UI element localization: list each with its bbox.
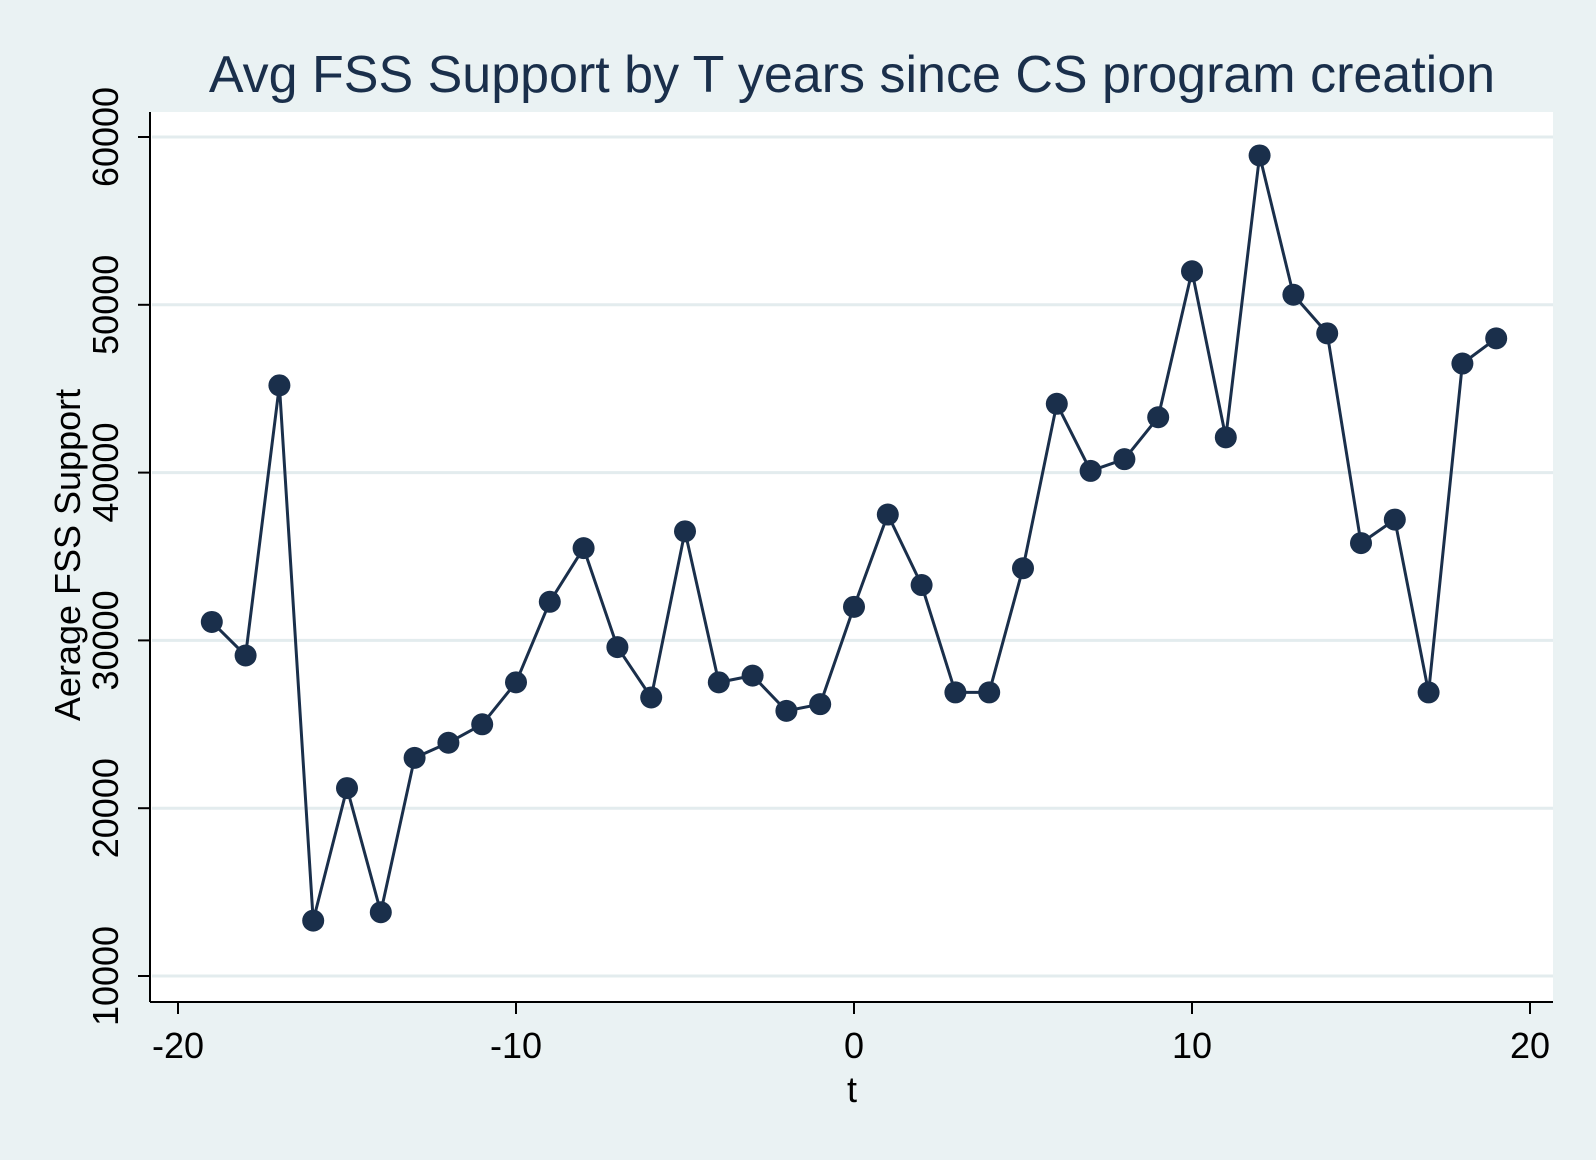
data-point [606, 636, 629, 659]
data-point [1214, 426, 1237, 449]
y-tick-label: 40000 [85, 423, 126, 523]
data-point [1181, 260, 1203, 283]
data-point [336, 777, 358, 800]
data-point [1045, 392, 1068, 415]
grid-lines [152, 135, 1553, 978]
data-point [1417, 681, 1440, 704]
series-points [200, 144, 1508, 932]
data-point [268, 374, 291, 397]
x-tick-label: 20 [1510, 1025, 1550, 1066]
axis-ticks: 10000 20000 30000 40000 50000 60000 -20 -10 0 10 2… [85, 87, 1550, 1066]
x-tick-label: -10 [490, 1025, 542, 1066]
data-point [876, 503, 899, 526]
y-tick-label: 30000 [85, 590, 126, 690]
x-tick-label: 10 [1172, 1025, 1212, 1066]
data-point [1485, 327, 1508, 350]
data-point [538, 590, 561, 613]
data-point [1012, 557, 1034, 580]
data-point [505, 671, 527, 694]
data-point [1383, 508, 1406, 531]
data-point [809, 693, 832, 716]
x-tick-label: -20 [152, 1025, 204, 1066]
y-tick-label: 60000 [85, 87, 126, 187]
data-point [471, 713, 494, 736]
data-point [1248, 144, 1271, 167]
data-point [1451, 352, 1474, 375]
chart-title: Avg FSS Support by T years since CS prog… [209, 46, 1495, 104]
data-point [707, 671, 730, 694]
data-point [775, 699, 798, 722]
y-axis-title: Aerage FSS Support [47, 389, 88, 721]
plot-area [150, 112, 1553, 1002]
x-tick-label: 0 [844, 1025, 864, 1066]
data-point [200, 610, 223, 633]
data-point [944, 681, 967, 704]
data-point [1282, 283, 1305, 306]
data-point [978, 681, 1001, 704]
data-point [1147, 406, 1170, 429]
y-tick-label: 20000 [85, 758, 126, 858]
data-point [437, 731, 460, 754]
data-point [234, 644, 257, 667]
y-tick-label: 50000 [85, 255, 126, 355]
data-point [1316, 322, 1339, 345]
data-point [674, 520, 696, 543]
data-point [843, 595, 865, 618]
data-point [302, 909, 325, 932]
data-point [572, 537, 595, 560]
data-point [1113, 448, 1136, 471]
y-tick-label: 10000 [85, 926, 126, 1026]
data-point [403, 746, 426, 769]
data-point [910, 574, 933, 597]
data-point [1079, 459, 1102, 482]
data-point [741, 664, 764, 687]
x-axis-title: t [847, 1069, 857, 1110]
data-point [369, 901, 392, 924]
data-point [1350, 532, 1372, 555]
data-point [640, 686, 663, 709]
